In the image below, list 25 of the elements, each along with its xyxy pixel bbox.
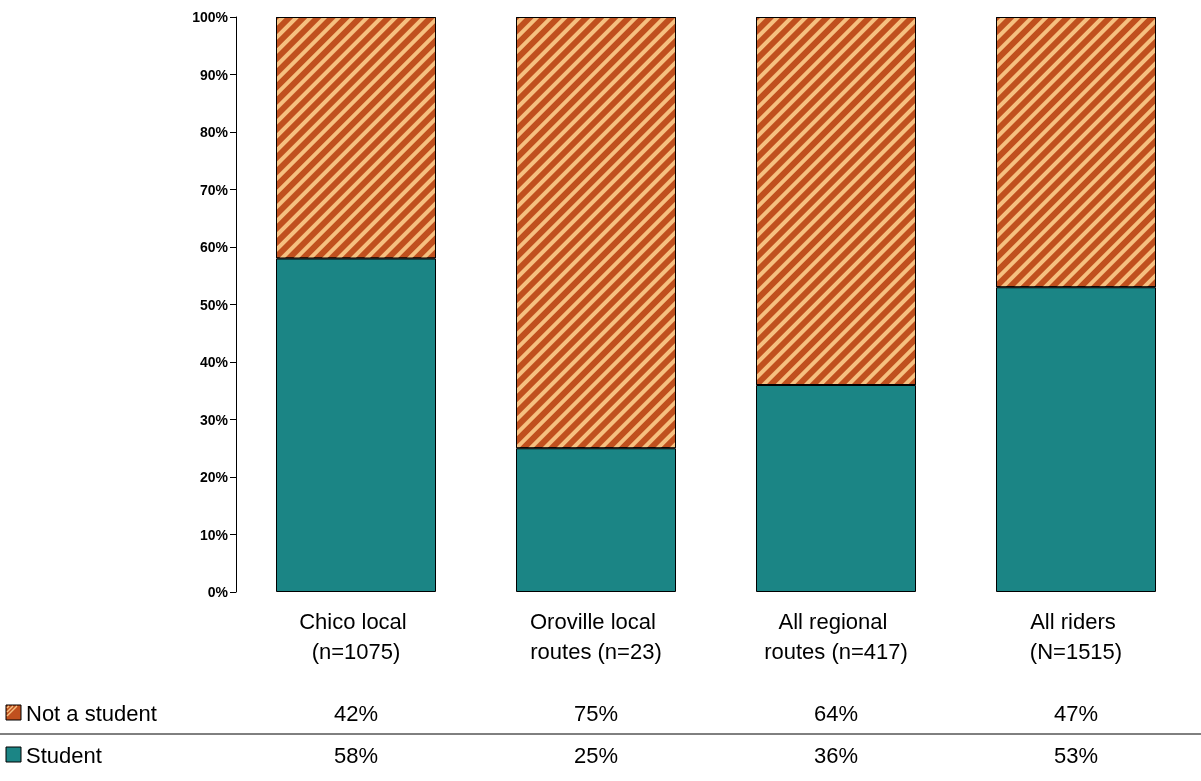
data-label: 64% [813, 700, 859, 726]
y-tick-label: 100% [192, 9, 229, 25]
y-tick-label: 20% [199, 469, 229, 485]
data-label: 58% [333, 742, 379, 768]
data-label: 47% [1053, 700, 1099, 726]
x-tick-label: Oroville local routes (n=23) [529, 608, 663, 664]
y-tick-label: 30% [199, 411, 229, 428]
x-tick-label: All regional routes (n=417) [764, 608, 908, 664]
y-tick-label: 60% [199, 239, 229, 255]
data-label: 25% [573, 742, 619, 768]
y-tick-label: 40% [199, 354, 229, 370]
y-tick-label: 0% [207, 584, 229, 600]
y-tick-label: 80% [199, 124, 229, 140]
y-tick-label: 10% [199, 526, 229, 543]
data-label: 75% [573, 700, 619, 726]
x-tick-label: All riders (N=1515) [1029, 608, 1123, 664]
legend-label: Student [26, 742, 102, 768]
legend-label: Not a student [26, 700, 157, 726]
data-label: 42% [333, 700, 379, 726]
data-label: 36% [813, 742, 859, 768]
y-tick-label: 70% [199, 181, 229, 198]
y-tick-label: 50% [199, 296, 229, 313]
x-tick-label: Chico local (n=1075) [299, 608, 413, 664]
data-label: 53% [1053, 742, 1099, 768]
y-tick-label: 90% [199, 66, 229, 83]
